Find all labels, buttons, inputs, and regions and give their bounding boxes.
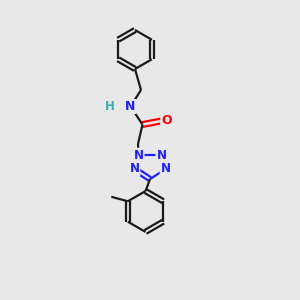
Text: N: N [160, 162, 171, 176]
Text: N: N [134, 148, 144, 162]
Text: N: N [125, 100, 136, 113]
Text: O: O [161, 113, 172, 127]
Text: N: N [129, 162, 140, 176]
Text: N: N [156, 148, 167, 162]
Text: H: H [105, 100, 114, 113]
